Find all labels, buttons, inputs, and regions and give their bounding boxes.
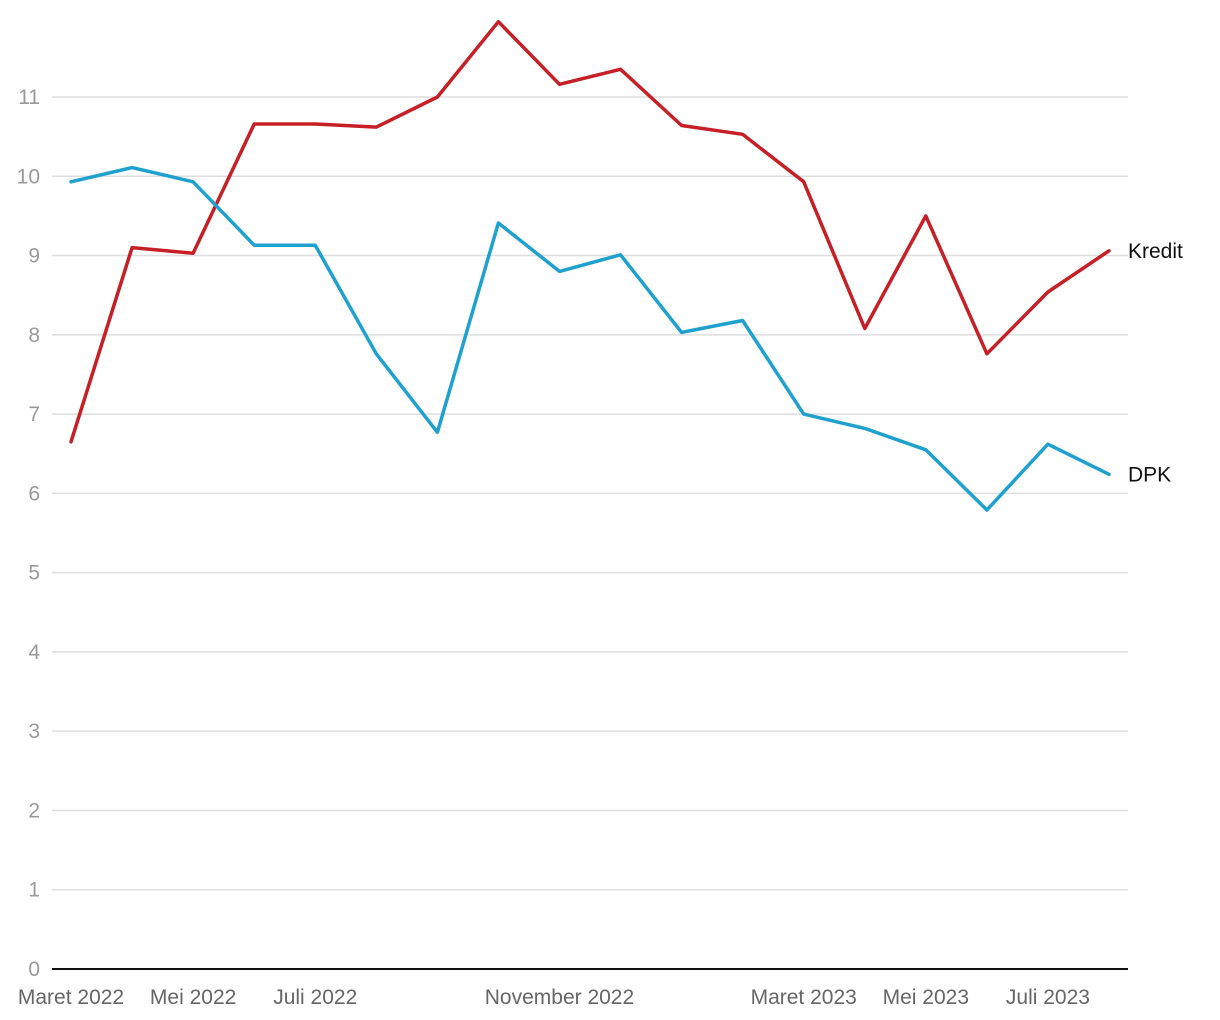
y-tick-label: 2 (28, 799, 40, 822)
x-tick-label: Juli 2023 (1006, 986, 1090, 1009)
y-tick-label: 11 (18, 86, 40, 109)
y-tick-label: 8 (28, 324, 40, 347)
y-tick-label: 6 (28, 482, 40, 505)
y-tick-label: 1 (28, 879, 40, 902)
x-tick-label: November 2022 (485, 986, 634, 1009)
y-tick-label: 0 (28, 958, 40, 981)
y-tick-label: 9 (28, 245, 40, 268)
y-tick-label: 7 (28, 403, 40, 426)
y-tick-label: 3 (28, 720, 40, 743)
x-tick-label: Mei 2023 (883, 986, 969, 1009)
y-tick-label: 10 (17, 165, 40, 188)
series-lines (69, 19, 1111, 512)
x-tick-label: Juli 2022 (273, 986, 357, 1009)
series-labels: Kredit DPK (1128, 240, 1183, 487)
x-tick-label: Mei 2022 (150, 986, 236, 1009)
series-label-kredit: Kredit (1128, 240, 1183, 263)
x-tick-label: Maret 2022 (18, 986, 124, 1009)
series-line-kredit (69, 19, 1111, 444)
x-tick-label: Maret 2023 (751, 986, 857, 1009)
series-line-dpk (69, 165, 1111, 512)
x-axis-ticks: Maret 2022 Mei 2022 Juli 2022 November 2022… (18, 986, 1090, 1009)
y-tick-label: 5 (28, 562, 40, 585)
grid-lines (52, 96, 1128, 891)
y-tick-label: 4 (28, 641, 40, 664)
y-axis-ticks: 0 1 2 3 4 5 6 7 8 9 10 11 (17, 86, 41, 981)
series-label-dpk: DPK (1128, 463, 1171, 486)
